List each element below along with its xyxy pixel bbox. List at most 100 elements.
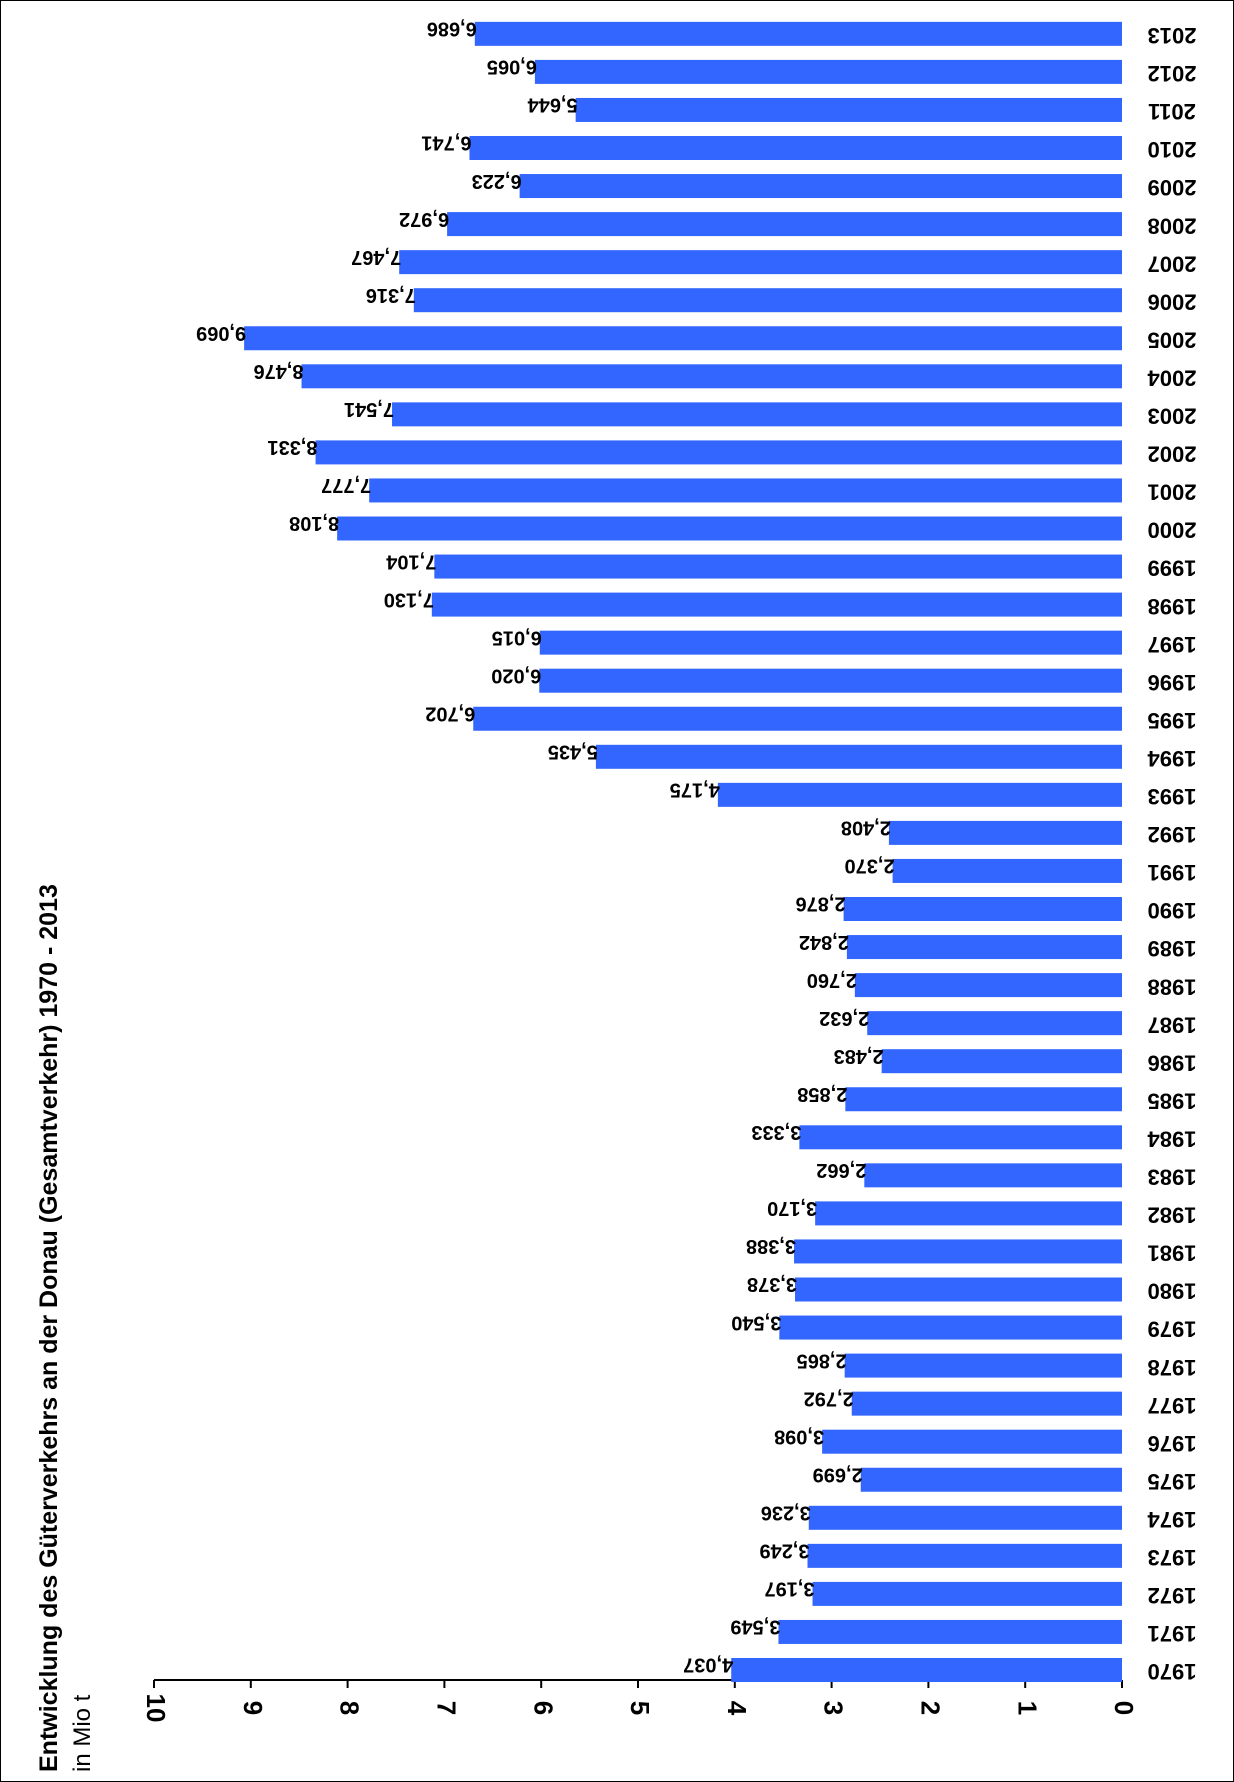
category-label: 1978 <box>1148 1355 1197 1380</box>
bar <box>369 478 1122 503</box>
category-label: 1997 <box>1148 632 1197 657</box>
data-label: 5,644 <box>527 94 578 116</box>
data-label: 2,408 <box>841 817 891 839</box>
bar <box>845 1087 1122 1112</box>
data-label: 9,069 <box>196 322 246 344</box>
bar <box>469 136 1122 160</box>
category-label: 1983 <box>1148 1165 1197 1190</box>
category-label: 1972 <box>1148 1583 1197 1608</box>
category-label: 1970 <box>1148 1659 1197 1684</box>
bar <box>447 212 1122 237</box>
bar-series <box>244 21 1123 1682</box>
bar <box>881 1049 1122 1074</box>
category-labels: 1970 1971 1972 1973 1974 1975 1976 1977 1978 1979… <box>1147 23 1197 1684</box>
data-label: 7,777 <box>321 474 371 496</box>
data-label: 2,632 <box>819 1007 869 1029</box>
data-label: 6,223 <box>472 170 522 192</box>
data-label: 8,331 <box>267 436 317 458</box>
tick-label: 7 <box>432 1701 462 1715</box>
category-label: 1984 <box>1147 1126 1197 1151</box>
category-label: 1981 <box>1148 1241 1197 1266</box>
bar <box>888 820 1122 845</box>
data-label: 6,972 <box>399 208 449 230</box>
data-label: 2,792 <box>804 1387 854 1409</box>
tick-labels: 0 1 2 3 4 5 6 7 8 9 10 <box>141 1694 1139 1723</box>
category-label: 2012 <box>1148 61 1197 86</box>
bar <box>399 250 1122 275</box>
tick-label: 3 <box>819 1701 849 1715</box>
category-label: 1985 <box>1148 1088 1197 1113</box>
bar <box>844 1353 1122 1378</box>
data-label: 7,130 <box>384 588 434 610</box>
data-label: 6,702 <box>425 702 475 724</box>
category-label: 2006 <box>1148 289 1197 314</box>
bar <box>867 1011 1122 1036</box>
bar <box>575 97 1122 122</box>
bar <box>864 1163 1122 1188</box>
tick-label: 8 <box>335 1701 365 1715</box>
bar <box>431 592 1122 617</box>
bar <box>808 1505 1122 1530</box>
bar <box>854 973 1122 998</box>
data-label: 2,760 <box>807 969 857 991</box>
data-label: 7,316 <box>366 284 416 306</box>
data-label: 6,020 <box>491 664 541 686</box>
bar <box>795 1277 1122 1302</box>
category-label: 1994 <box>1147 746 1197 771</box>
data-label: 4,037 <box>683 1654 733 1676</box>
category-label: 1982 <box>1148 1203 1197 1228</box>
category-label: 1993 <box>1148 784 1197 809</box>
bar <box>539 630 1122 655</box>
bar <box>778 1619 1122 1644</box>
data-label: 2,699 <box>813 1463 863 1485</box>
tick-label: 4 <box>722 1701 752 1716</box>
category-label: 2002 <box>1148 442 1197 467</box>
category-label: 1979 <box>1148 1317 1197 1342</box>
bar <box>851 1391 1122 1416</box>
category-label: 1986 <box>1148 1050 1197 1075</box>
data-label: 3,098 <box>774 1425 824 1447</box>
bar <box>539 668 1122 693</box>
tick-label: 5 <box>625 1701 655 1715</box>
bar <box>413 288 1123 313</box>
category-label: 1996 <box>1148 670 1197 695</box>
category-label: 1990 <box>1148 898 1197 923</box>
data-label: 4,175 <box>670 779 720 801</box>
category-label: 2008 <box>1148 213 1197 238</box>
bar <box>301 364 1122 389</box>
category-label: 1989 <box>1148 936 1197 961</box>
bar <box>244 326 1123 351</box>
category-label: 1974 <box>1147 1507 1197 1532</box>
data-label: 3,249 <box>759 1540 809 1562</box>
bar <box>595 744 1122 769</box>
data-label: 2,858 <box>797 1083 847 1105</box>
data-label: 6,015 <box>492 626 542 648</box>
category-label: 1988 <box>1148 974 1197 999</box>
category-label: 1987 <box>1148 1012 1197 1037</box>
category-label: 1992 <box>1148 822 1197 847</box>
data-label: 3,388 <box>746 1235 796 1257</box>
bar <box>315 440 1122 465</box>
data-label: 7,541 <box>344 398 394 420</box>
category-label: 1998 <box>1148 594 1197 619</box>
data-label: 5,435 <box>548 741 598 763</box>
category-label: 1976 <box>1148 1431 1197 1456</box>
category-label: 2005 <box>1148 327 1197 352</box>
category-label: 2003 <box>1148 404 1197 429</box>
category-label: 1971 <box>1148 1621 1197 1646</box>
bar <box>534 59 1122 84</box>
bar <box>337 516 1122 541</box>
data-label: 2,842 <box>799 931 849 953</box>
bar <box>473 706 1122 731</box>
data-label: 2,876 <box>796 893 846 915</box>
data-label: 8,476 <box>253 360 303 382</box>
bar <box>815 1201 1122 1226</box>
tick-label: 6 <box>528 1701 558 1715</box>
category-label: 1980 <box>1148 1279 1197 1304</box>
tick-label: 1 <box>1012 1701 1042 1715</box>
bar <box>799 1125 1122 1150</box>
bar <box>519 174 1122 199</box>
category-label: 1995 <box>1148 708 1197 733</box>
